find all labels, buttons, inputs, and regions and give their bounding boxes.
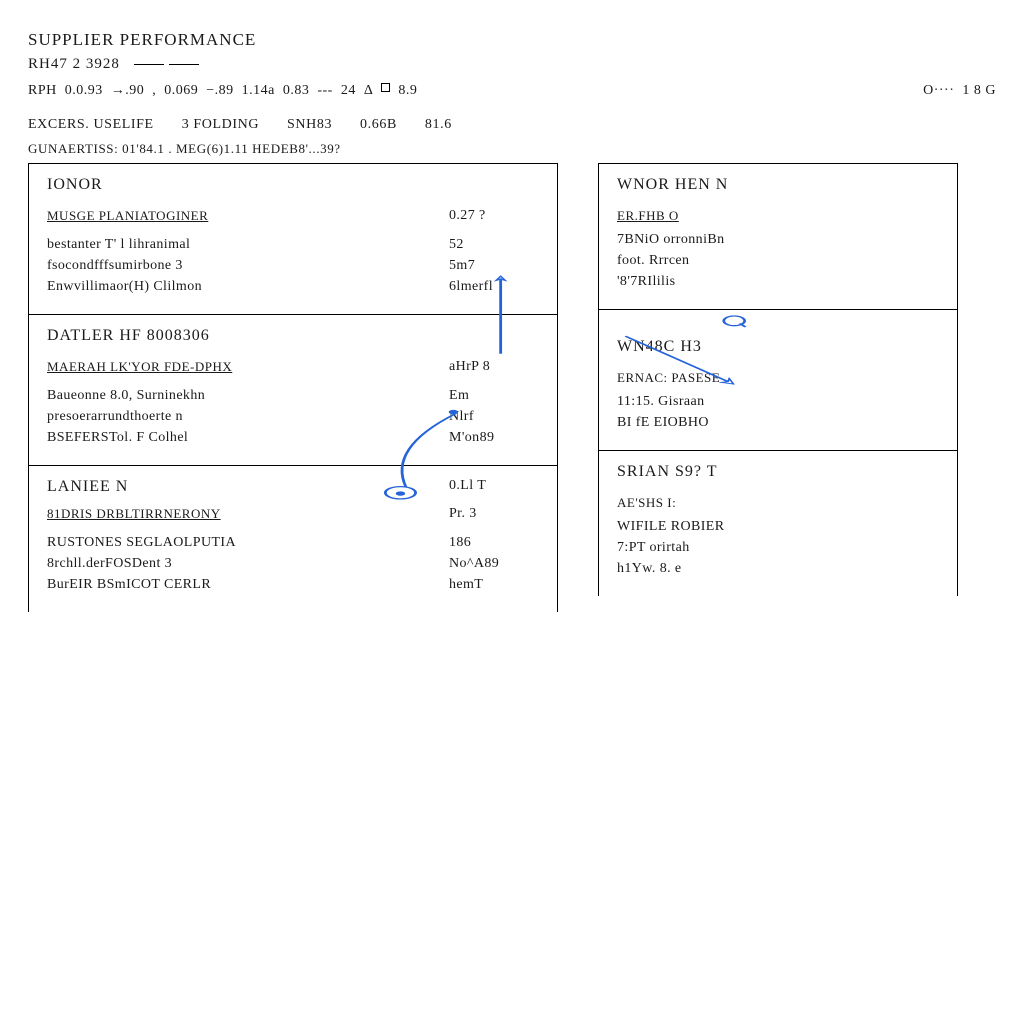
panel-title: DATLER HF 8008306 — [47, 327, 539, 345]
data-row: 7:PT orirtah — [617, 540, 939, 556]
data-row: WIFILE ROBIER — [617, 519, 939, 535]
data-row: '8'7RIlilis — [617, 274, 939, 290]
box-icon — [381, 83, 390, 92]
data-row: BurEIR BSmICOT CERLRhemT — [47, 577, 539, 593]
data-row: 7BNiO orronniBn — [617, 232, 939, 248]
breadcrumb: EXCERS. USELIFE 3 FOLDING SNH83 0.66B 81… — [28, 117, 996, 133]
panel-title: LANIEE N — [47, 478, 449, 496]
panel-title: IONOR — [47, 176, 539, 194]
breadcrumb-item: 81.6 — [425, 117, 452, 133]
document-header: SUPPLIER PERFORMANCE RH47 2 3928 RPH 0.0… — [28, 30, 996, 99]
breadcrumb-item: EXCERS. USELIFE — [28, 117, 154, 133]
data-row: presoerarrundthoerte nNlrf — [47, 409, 539, 425]
panel-srian: SRIAN S9? T Ae'sHS I: WIFILE ROBIER 7:PT… — [598, 450, 958, 596]
subsection-title: MUSGE PLANIATOGINER — [47, 208, 449, 224]
subsection-title: MAERAH lk'YOr FDE-DPHx — [47, 359, 449, 375]
panel-column-right: WNOR HEN N Er.FHB O 7BNiO orronniBn foot… — [598, 163, 958, 612]
panel-laniee: LANIEE N 0.Ll T 81DRIS DRbltirRnerony Pr… — [28, 465, 558, 612]
subsection-title: Er.FHB O — [617, 208, 939, 224]
breadcrumb-item: SNH83 — [287, 117, 332, 133]
data-row: BSEFERSTol. F ColhelM'on89 — [47, 430, 539, 446]
panel-wnor: WNOR HEN N Er.FHB O 7BNiO orronniBn foot… — [598, 163, 958, 309]
data-row: foot. Rrrcen — [617, 253, 939, 269]
breadcrumb-item: 3 FOLDING — [182, 117, 259, 133]
panels-region: IONOR MUSGE PLANIATOGINER 0.27 ? bestant… — [28, 163, 996, 612]
data-row: Enwvillimaor(H) Clilmon6lmerfl — [47, 279, 539, 295]
subsection-title: 81DRIS DRbltirRnerony — [47, 506, 449, 522]
page-title: SUPPLIER PERFORMANCE — [28, 30, 996, 50]
data-row: 11:15. Gisraan — [617, 394, 939, 410]
data-row: RUSTONES SEGLAOLPUTIA186 — [47, 535, 539, 551]
panel-wn48c: WN48C H3 ernac: pasese 11:15. Gisraan BI… — [598, 309, 958, 450]
page-subtitle: RH47 2 3928 — [28, 56, 996, 73]
subsection-value: aHrP 8 — [449, 359, 539, 383]
subsection-value: 0.27 ? — [449, 208, 539, 232]
data-row: Baueonne 8.0, SurninekhnEm — [47, 388, 539, 404]
subsection-title: Ae'sHS I: — [617, 495, 939, 511]
info-bar: RPH 0.0.93 →.90 , 0.069 −.89 1.14a 0.83 … — [28, 83, 996, 99]
data-row: fsocondfffsumirbone 35m7 — [47, 258, 539, 274]
panel-title-value: 0.Ll T — [449, 478, 539, 496]
data-row: h1Yw. 8. e — [617, 561, 939, 577]
column-headers: GUNAERTISS: 01'84.1 . MEG(6)1.11 HEDEB8'… — [28, 141, 996, 157]
data-row: bestanter T' l lihranimal52 — [47, 237, 539, 253]
panel-title: WNOR HEN N — [617, 176, 939, 194]
panel-ionor: IONOR MUSGE PLANIATOGINER 0.27 ? bestant… — [28, 163, 558, 314]
data-row: 8rchll.derFOSDent 3No^A89 — [47, 556, 539, 572]
panel-column-left: IONOR MUSGE PLANIATOGINER 0.27 ? bestant… — [28, 163, 558, 612]
data-row: BI fE EIOBHO — [617, 415, 939, 431]
subsection-title: ernac: pasese — [617, 370, 939, 386]
panel-datler: DATLER HF 8008306 MAERAH lk'YOr FDE-DPHx… — [28, 314, 558, 465]
panel-title: WN48C H3 — [617, 338, 939, 356]
panel-title: SRIAN S9? T — [617, 463, 939, 481]
breadcrumb-item: 0.66B — [360, 117, 397, 133]
subsection-value: Pr. 3 — [449, 506, 539, 530]
